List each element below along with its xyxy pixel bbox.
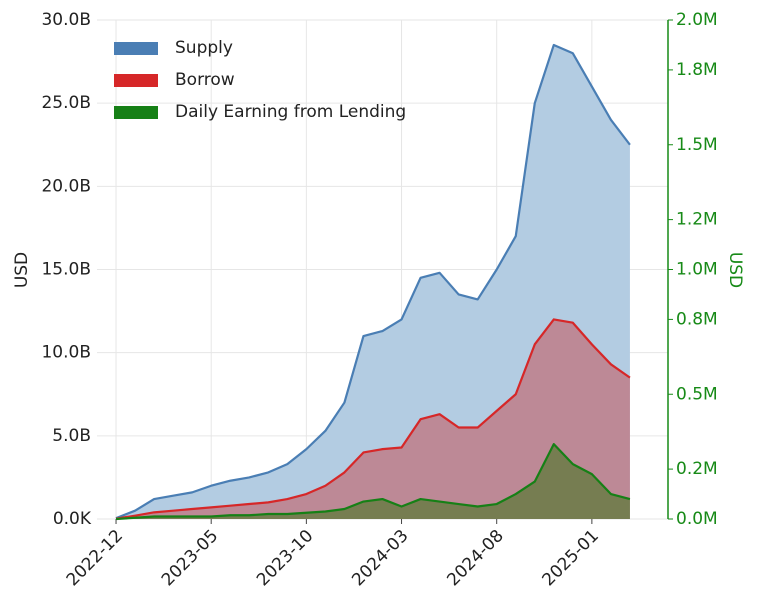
y-tick-label: 0.0K [53, 509, 92, 529]
area [116, 444, 630, 519]
area [116, 44, 630, 519]
y2-tick-label: 0.5M [676, 384, 718, 404]
y2-axis-label: USD [725, 252, 745, 288]
legend-label: Supply [175, 38, 233, 58]
line [115, 318, 631, 520]
y2-tick-label: 0.2M [676, 459, 718, 479]
x-tick-label: 2024-08 [443, 526, 507, 590]
y2-tick-label: 1.2M [676, 210, 718, 230]
legend-label: Borrow [175, 70, 235, 90]
legend-label: Daily Earning from Lending [175, 102, 406, 122]
y2-tick-label: 0.0M [676, 509, 718, 529]
y-tick-label: 25.0B [41, 93, 91, 113]
y2-tick-label: 0.8M [676, 309, 718, 329]
x-tick-label: 2023-10 [253, 526, 317, 590]
y2-tick-label: 2.0M [676, 10, 718, 30]
y2-tick-label: 1.8M [676, 60, 718, 80]
x-tick-label: 2022-12 [63, 526, 127, 590]
area [116, 319, 630, 519]
x-tick-label: 2024-03 [348, 526, 412, 590]
x-tick-label: 2023-05 [158, 526, 222, 590]
line [115, 43, 631, 520]
y2-tick-label: 1.0M [676, 260, 718, 280]
y-tick-label: 10.0B [41, 343, 91, 363]
y-tick-label: 5.0B [52, 426, 91, 446]
line [115, 443, 631, 521]
legend-swatch [114, 74, 158, 87]
x-tick-label: 2025-01 [539, 526, 603, 590]
y-tick-label: 20.0B [41, 176, 91, 196]
y-tick-label: 30.0B [41, 10, 91, 30]
legend-swatch [114, 106, 158, 119]
y-tick-label: 15.0B [41, 260, 91, 280]
legend-swatch [114, 42, 158, 55]
y2-tick-label: 1.5M [676, 135, 718, 155]
y-axis-label: USD [12, 252, 32, 288]
